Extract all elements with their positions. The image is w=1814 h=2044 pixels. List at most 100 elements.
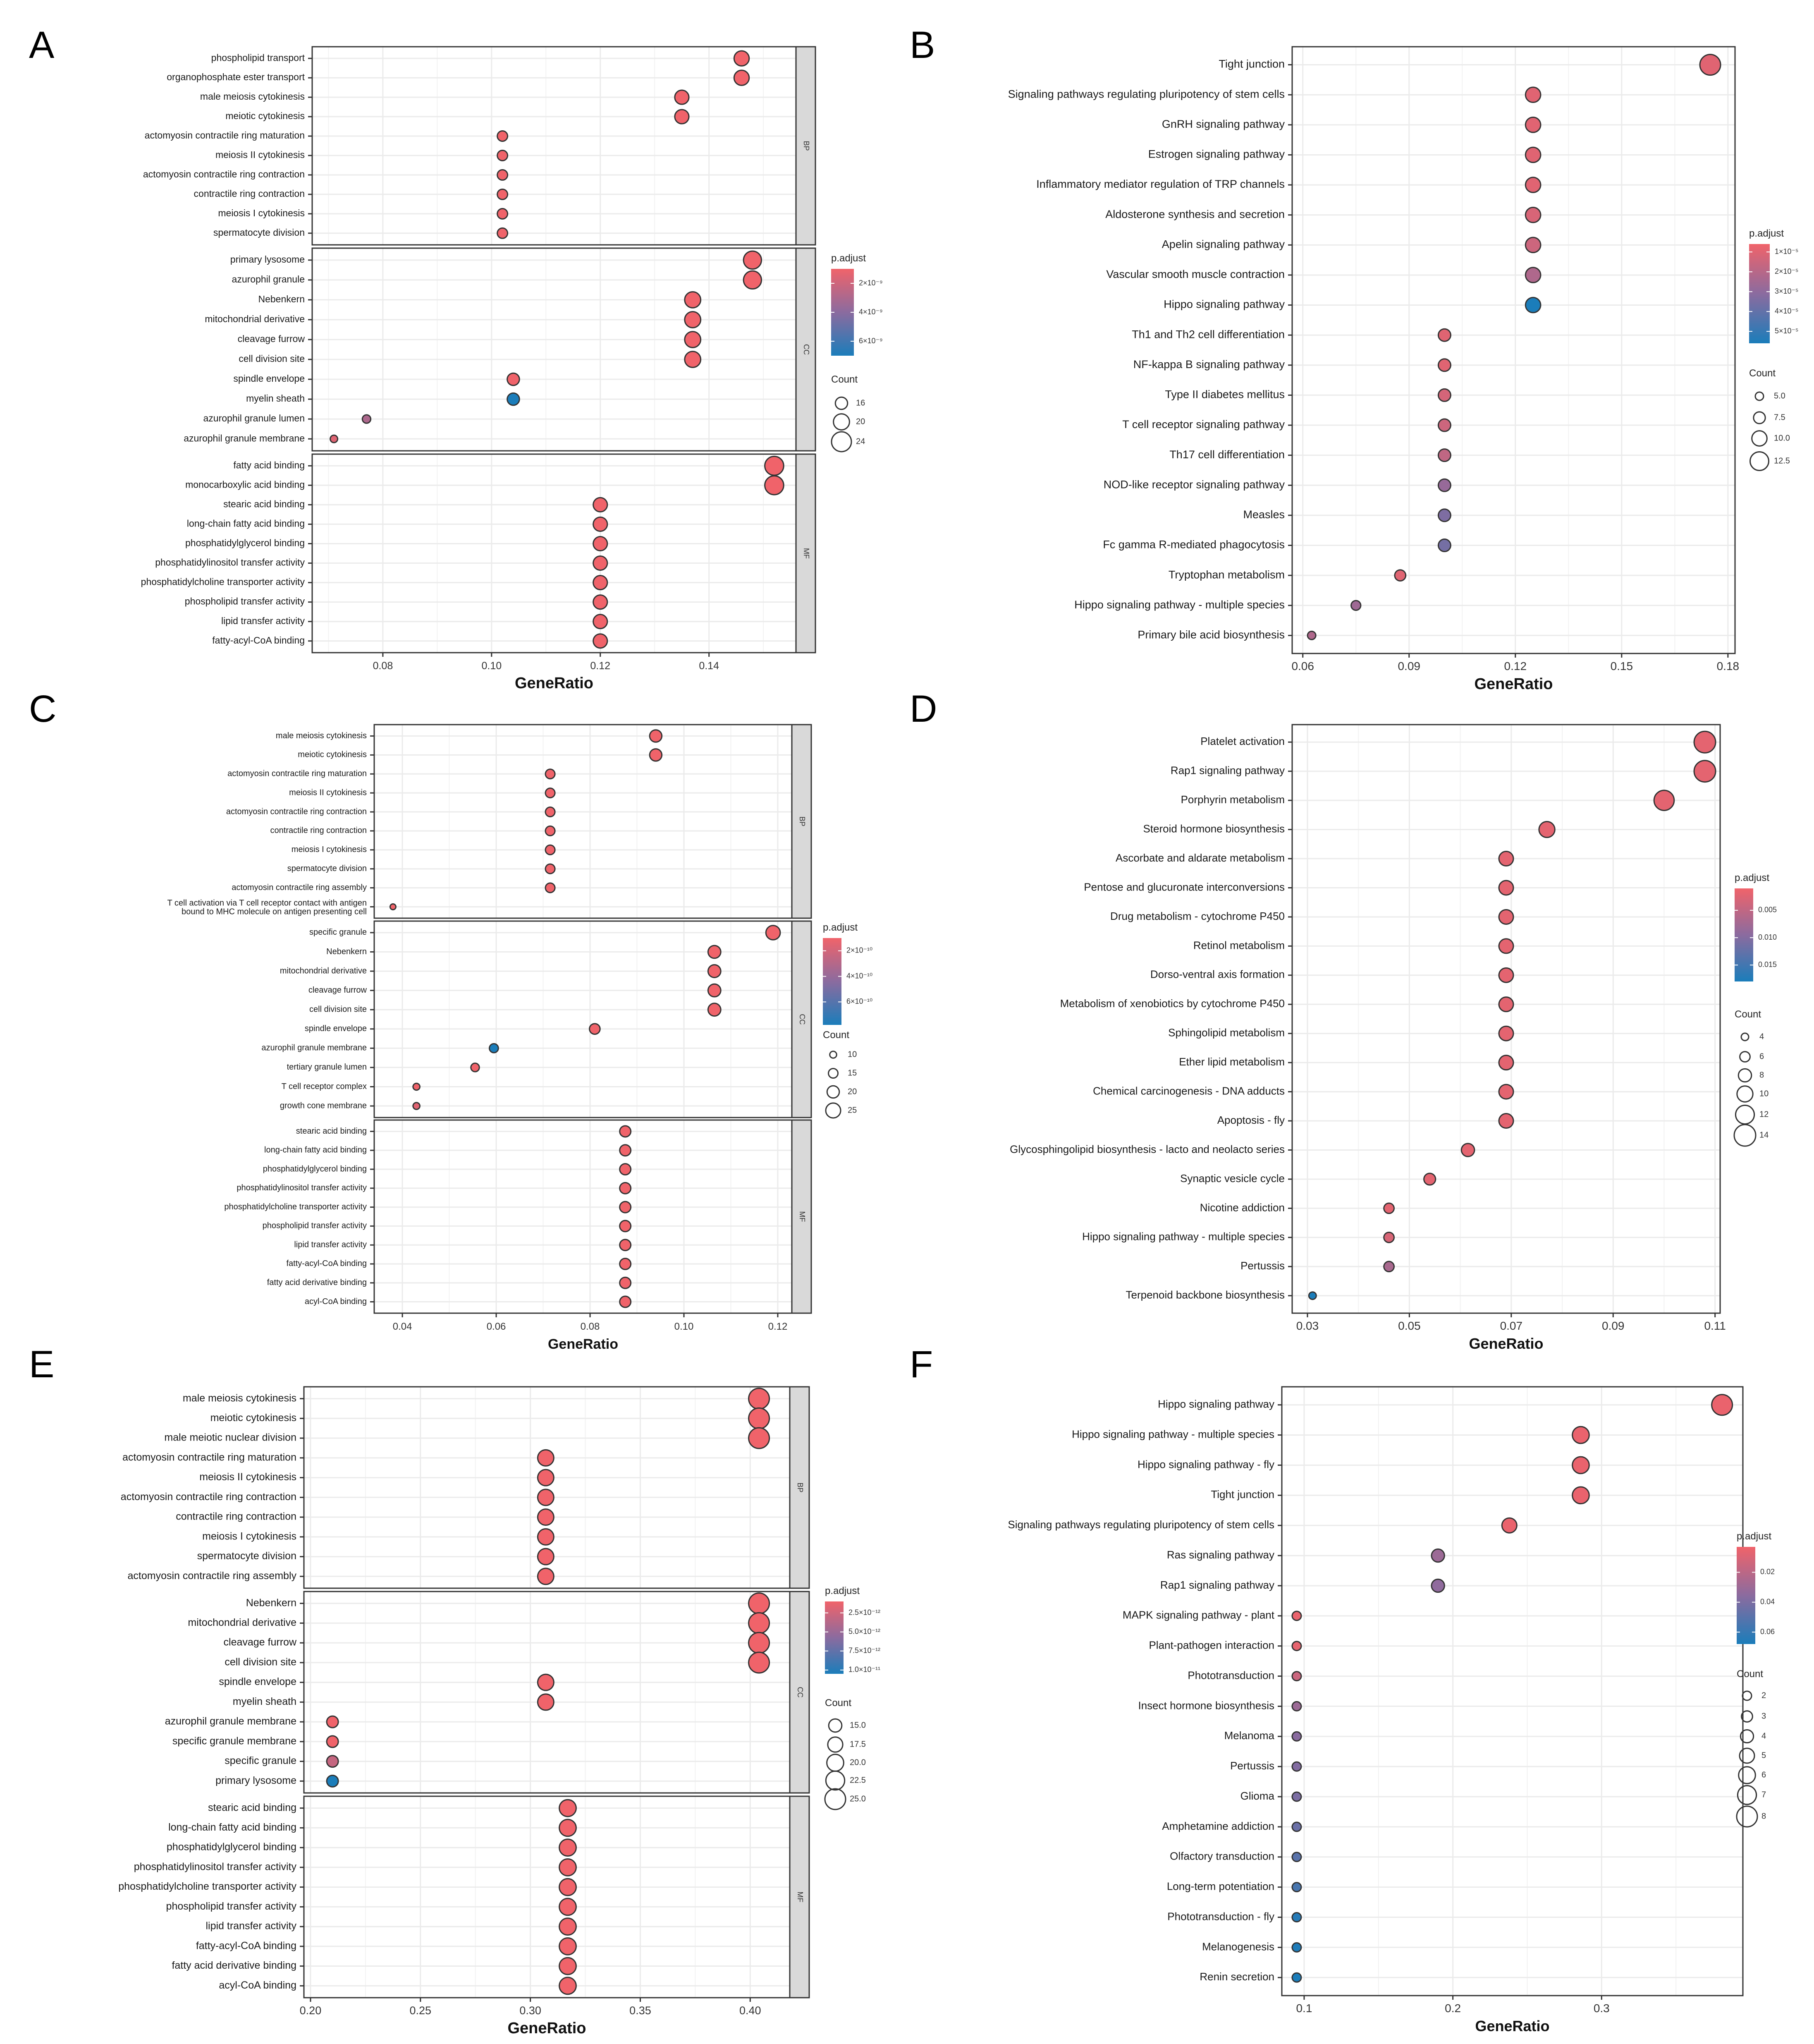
y-tick-label: lipid transfer activity [294, 1240, 367, 1249]
data-point [1437, 539, 1451, 553]
legend-count-label: 14 [1759, 1130, 1769, 1139]
legend-colorbar [831, 269, 854, 356]
y-tick-label: organophosphate ester transport [167, 72, 305, 82]
data-point [537, 1528, 554, 1546]
data-point [1291, 1701, 1302, 1711]
y-tick-label: phospholipid transport [211, 52, 305, 63]
data-point [1437, 418, 1451, 432]
y-tick-label: monocarboxylic acid binding [185, 479, 305, 490]
y-tick-label: NF-kappa B signaling pathway [1133, 358, 1285, 371]
data-point [497, 227, 509, 239]
data-point [593, 555, 608, 571]
facet-bp: BP male meiosis cytokinesis meiotic cytoki… [121, 1386, 810, 1589]
data-point [619, 1257, 632, 1270]
data-point [748, 1407, 770, 1429]
x-tick-label: 0.06 [1291, 660, 1314, 673]
legend: p.adjust 2.5×10⁻¹² 5.0×10⁻¹² 7.5×10⁻¹² 1.0×1… [824, 1585, 880, 1810]
y-tick-label: phosphatidylglycerol binding [167, 1841, 296, 1853]
legend-count-circle [833, 413, 850, 431]
data-point [559, 1977, 577, 1995]
data-point [1498, 1055, 1514, 1071]
y-tick-label: azurophil granule membrane [261, 1044, 367, 1053]
y-tick-label: fatty-acyl-CoA binding [196, 1940, 296, 1951]
data-point [1538, 821, 1556, 838]
y-tick-label: actomyosin contractile ring contraction [121, 1491, 296, 1503]
y-tick-label: phosphatidylglycerol binding [263, 1164, 367, 1173]
data-point [1307, 630, 1317, 640]
y-tick-label: Terpenoid backbone biosynthesis [1126, 1289, 1285, 1301]
y-tick-label: primary lysosome [230, 254, 305, 265]
data-point [537, 1673, 554, 1691]
data-point [1291, 1791, 1302, 1802]
data-point [748, 1592, 770, 1615]
data-point [1437, 358, 1451, 372]
legend-colorbar [1749, 244, 1770, 343]
data-point [545, 807, 556, 818]
y-tick-label: Apoptosis - fly [1217, 1114, 1285, 1126]
legend-count-label: 20 [848, 1087, 857, 1096]
y-tick-label: fatty-acyl-CoA binding [286, 1259, 367, 1268]
y-tick-label: Fc gamma R-mediated phagocytosis [1103, 539, 1285, 551]
panel-border [373, 724, 793, 919]
data-point [707, 945, 722, 959]
legend-count-label: 22.5 [850, 1776, 866, 1785]
x-tick-label: 0.09 [1398, 660, 1420, 673]
legend-count-label: 10 [1759, 1089, 1769, 1098]
data-point [733, 69, 750, 86]
legend-count-label: 10.0 [1774, 433, 1790, 443]
y-tick-label: Hippo signaling pathway - multiple speci… [1082, 1230, 1285, 1243]
y-tick-label: T cell receptor complex [282, 1082, 367, 1091]
panel-border [373, 920, 793, 1118]
x-tick-label: 0.12 [768, 1321, 788, 1332]
legend-count-circle [1739, 1051, 1751, 1063]
data-point [1291, 1671, 1302, 1682]
legend-count-circle [831, 431, 852, 452]
x-axis: 0.1 0.2 0.3 GeneRatio [1296, 1996, 1610, 2034]
facet-main: Platelet activation Rap1 signaling pathwa… [1010, 724, 1721, 1314]
data-point [1460, 1143, 1475, 1157]
data-point [559, 1838, 577, 1857]
legend-colorbar-label: 6×10⁻⁹ [859, 337, 883, 345]
legend-colorbar [1735, 888, 1753, 981]
y-tick-label: Porphyrin metabolism [1181, 793, 1285, 806]
legend-colorbar-label: 6×10⁻¹⁰ [846, 997, 872, 1005]
data-point [1291, 1761, 1302, 1772]
chart-panel-d: D Platelet activation Rap1 signaling pathw… [910, 688, 1777, 1352]
legend-count-circle [826, 1085, 840, 1099]
legend-colorbar-label: 2×10⁻⁹ [859, 279, 883, 287]
data-point [649, 729, 663, 743]
x-tick-label: 0.3 [1594, 2002, 1610, 2015]
x-tick-label: 0.35 [629, 2004, 651, 2017]
legend-colorbar-label: 0.010 [1758, 933, 1777, 941]
y-tick-label: Melanoma [1224, 1729, 1275, 1742]
panel-border [1281, 1386, 1744, 1996]
data-point [537, 1508, 554, 1526]
y-tick-label: male meiosis cytokinesis [276, 731, 367, 740]
y-tick-label: Hippo signaling pathway - multiple speci… [1074, 598, 1285, 611]
legend-count-label: 4 [1761, 1731, 1766, 1740]
y-tick-label: mitochondrial derivative [205, 314, 305, 324]
data-point [1431, 1578, 1445, 1593]
data-point [1308, 1291, 1317, 1300]
y-tick-label: meiosis I cytokinesis [202, 1530, 296, 1542]
legend: p.adjust 2×10⁻¹⁰ 4×10⁻¹⁰ 6×10⁻¹⁰ Count 10 15 20… [823, 922, 872, 1119]
data-point [559, 1799, 577, 1817]
x-axis-title: GeneRatio [1469, 1335, 1543, 1352]
panel-letter: A [29, 24, 55, 66]
facet-strip-label: BP [798, 816, 806, 826]
data-point [1291, 1852, 1302, 1862]
legend-count-circle [827, 1067, 839, 1079]
legend-count-title: Count [1749, 368, 1776, 379]
data-point [733, 50, 750, 67]
legend-count-label: 25.0 [850, 1794, 866, 1803]
y-tick-label: phosphatidylcholine transporter activity [141, 577, 305, 587]
legend-padj-title: p.adjust [831, 253, 866, 264]
x-axis-title: GeneRatio [1475, 2018, 1549, 2034]
y-tick-label: Amphetamine addiction [1162, 1820, 1274, 1832]
legend-count-label: 6 [1761, 1770, 1766, 1779]
facet-mf: MF fatty acid binding monocarboxylic acid … [141, 453, 816, 653]
y-tick-label: fatty acid derivative binding [267, 1278, 367, 1287]
data-point [559, 1858, 577, 1876]
data-point [1699, 54, 1721, 76]
x-axis: 0.20 0.25 0.30 0.35 0.40 GeneRatio [300, 1998, 761, 2037]
